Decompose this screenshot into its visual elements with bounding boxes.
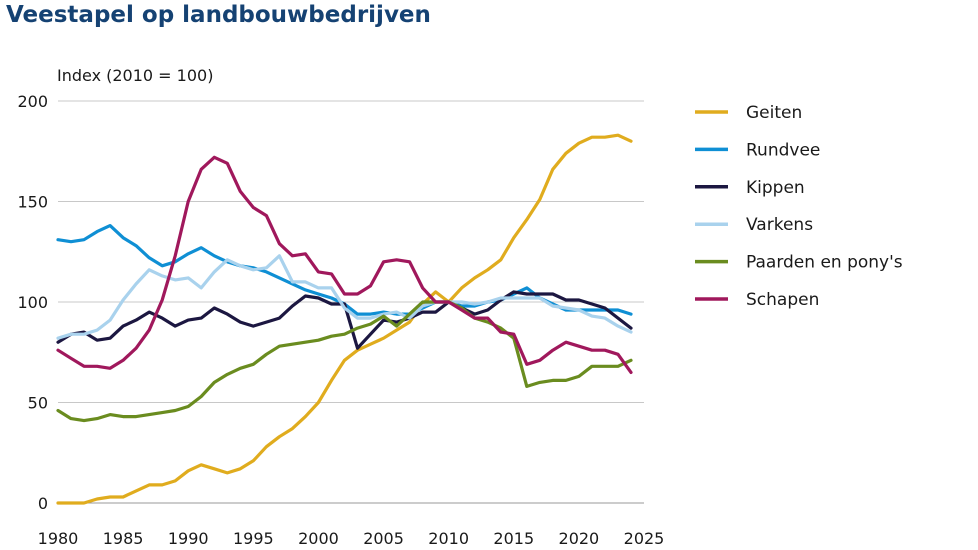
series-lines (56, 133, 633, 505)
x-tick-label: 2010 (428, 529, 469, 548)
x-tick-label: 2025 (624, 529, 665, 548)
y-tick-label: 0 (38, 494, 48, 513)
x-tick-label: 1990 (168, 529, 209, 548)
y-tick-label: 150 (17, 193, 48, 212)
x-tick-label: 2000 (298, 529, 339, 548)
gridlines (58, 100, 644, 504)
legend-label: Schapen (746, 290, 819, 310)
series-line-kippen (56, 290, 633, 350)
series-line-paarden-en-pony-s (56, 300, 633, 423)
x-tick-label: 2005 (363, 529, 404, 548)
x-tick-label: 1980 (38, 529, 79, 548)
x-tick-labels: 1980 1985 1990 1995 2000 2005 2010 2015 2020 2025 (38, 529, 665, 548)
legend-label: Kippen (746, 178, 805, 198)
series-line-varkens (56, 254, 633, 340)
legend-label: Geiten (746, 103, 802, 123)
legend-label: Varkens (746, 215, 813, 235)
chart-title: Veestapel op landbouwbedrijven (6, 2, 431, 28)
x-tick-label: 2015 (493, 529, 534, 548)
legend-label: Paarden en pony's (746, 253, 903, 273)
y-tick-label: 100 (17, 293, 48, 312)
series-line-schapen (56, 155, 633, 374)
x-tick-label: 2020 (559, 529, 600, 548)
series-line-geiten (56, 133, 633, 505)
y-tick-label: 200 (17, 92, 48, 111)
legend: Geiten Rundvee Kippen Varkens Paarden en pon… (695, 103, 903, 310)
legend-label: Rundvee (746, 140, 820, 160)
y-tick-labels: 0 50 100 150 200 (17, 92, 48, 513)
x-tick-label: 1995 (233, 529, 274, 548)
x-tick-label: 1985 (103, 529, 144, 548)
y-axis-label: Index (2010 = 100) (57, 66, 213, 85)
y-tick-label: 50 (28, 394, 48, 413)
